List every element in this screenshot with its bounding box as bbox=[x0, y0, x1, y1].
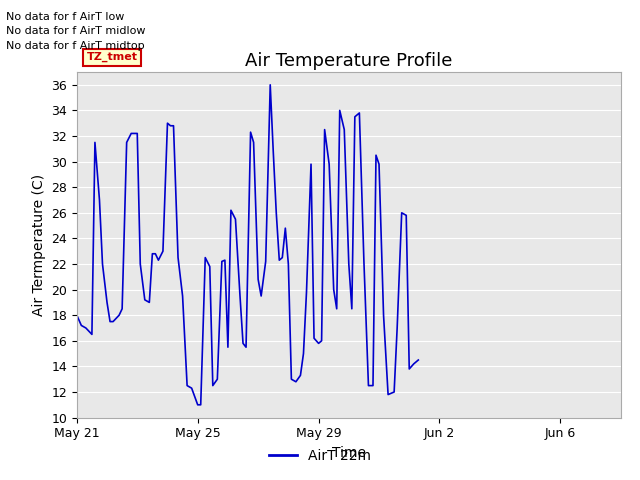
Text: TZ_tmet: TZ_tmet bbox=[86, 52, 138, 62]
Title: Air Temperature Profile: Air Temperature Profile bbox=[245, 52, 452, 71]
Legend: AirT 22m: AirT 22m bbox=[264, 443, 376, 468]
Text: No data for f AirT midtop: No data for f AirT midtop bbox=[6, 41, 145, 51]
X-axis label: Time: Time bbox=[332, 446, 366, 460]
Text: No data for f AirT midlow: No data for f AirT midlow bbox=[6, 26, 146, 36]
Y-axis label: Air Termperature (C): Air Termperature (C) bbox=[31, 174, 45, 316]
Text: No data for f AirT low: No data for f AirT low bbox=[6, 12, 125, 22]
